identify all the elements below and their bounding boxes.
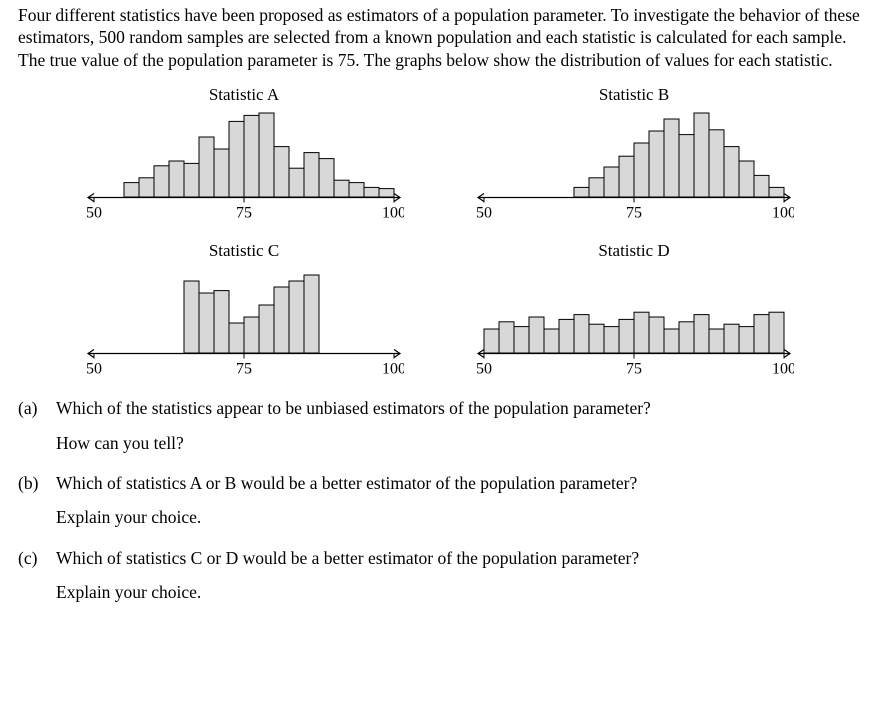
chart-title-D: Statistic D	[459, 241, 809, 261]
chart-title-A: Statistic A	[69, 85, 419, 105]
chart-title-C: Statistic C	[69, 241, 419, 261]
question-label-0: (a)	[18, 397, 56, 454]
question-2: (c)Which of statistics C or D would be a…	[18, 547, 860, 604]
question-line2-2: Explain your choice.	[56, 581, 860, 603]
svg-text:75: 75	[626, 361, 642, 378]
question-body-0: Which of the statistics appear to be unb…	[56, 397, 860, 454]
question-line1-2: Which of statistics C or D would be a be…	[56, 547, 860, 569]
question-body-2: Which of statistics C or D would be a be…	[56, 547, 860, 604]
chart-D: 50 75 100	[474, 267, 794, 377]
svg-text:50: 50	[86, 205, 102, 222]
chart-cell-A: Statistic A 50 75 100	[69, 85, 419, 221]
svg-text:75: 75	[236, 205, 252, 222]
chart-title-B: Statistic B	[459, 85, 809, 105]
svg-text:75: 75	[626, 205, 642, 222]
svg-text:50: 50	[476, 205, 492, 222]
chart-cell-B: Statistic B 50 75 100	[459, 85, 809, 221]
svg-text:100: 100	[382, 205, 404, 222]
question-label-2: (c)	[18, 547, 56, 604]
chart-row-1: Statistic C 50 75 100 Statistic D 50 75 100	[69, 241, 809, 377]
question-1: (b)Which of statistics A or B would be a…	[18, 472, 860, 529]
question-line1-0: Which of the statistics appear to be unb…	[56, 397, 860, 419]
chart-C: 50 75 100	[84, 267, 404, 377]
svg-text:75: 75	[236, 361, 252, 378]
svg-text:50: 50	[476, 361, 492, 378]
question-body-1: Which of statistics A or B would be a be…	[56, 472, 860, 529]
svg-text:100: 100	[772, 361, 794, 378]
chart-A: 50 75 100	[84, 111, 404, 221]
questions-block: (a)Which of the statistics appear to be …	[18, 397, 860, 603]
question-line1-1: Which of statistics A or B would be a be…	[56, 472, 860, 494]
chart-B: 50 75 100	[474, 111, 794, 221]
question-line2-0: How can you tell?	[56, 432, 860, 454]
charts-grid: Statistic A5075100Statistic B5075100Stat…	[69, 85, 809, 377]
page-root: Four different statistics have been prop…	[0, 0, 878, 638]
svg-text:100: 100	[382, 361, 404, 378]
chart-cell-C: Statistic C 50 75 100	[69, 241, 419, 377]
svg-text:100: 100	[772, 205, 794, 222]
intro-paragraph: Four different statistics have been prop…	[18, 4, 860, 71]
chart-cell-D: Statistic D 50 75 100	[459, 241, 809, 377]
question-label-1: (b)	[18, 472, 56, 529]
svg-text:50: 50	[86, 361, 102, 378]
question-0: (a)Which of the statistics appear to be …	[18, 397, 860, 454]
chart-row-0: Statistic A 50 75 100 Statistic B 50 75 100	[69, 85, 809, 221]
question-line2-1: Explain your choice.	[56, 506, 860, 528]
